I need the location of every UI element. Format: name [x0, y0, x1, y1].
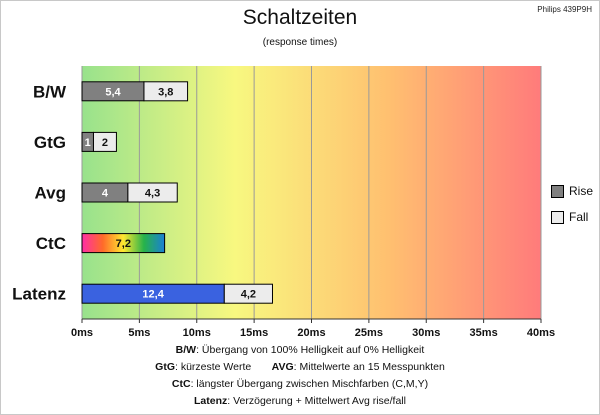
bar-b-w-fall	[143, 81, 189, 102]
note-gtg-text: : kürzeste Werte	[175, 361, 252, 373]
bar-label-b-w-rise: 5,4	[105, 86, 121, 98]
category-label-ctc: CtC	[36, 234, 66, 253]
chart-subtitle: (response times)	[262, 37, 338, 48]
bar-latenz-fall	[223, 283, 273, 304]
bar-label-avg-rise: 4	[102, 188, 109, 200]
category-label-gtg: GtG	[34, 133, 66, 152]
bar-label-gtg-fall: 2	[102, 137, 108, 149]
x-tick-label: 40ms	[527, 327, 555, 339]
bar-label-gtg-rise: 1	[85, 137, 91, 149]
legend-label-rise: Rise	[569, 184, 594, 198]
x-tick-label: 35ms	[470, 327, 498, 339]
category-label-latenz: Latenz	[12, 285, 66, 304]
note-latenz: Latenz: Verzögerung + Mittelwert Avg ris…	[0, 393, 600, 410]
x-tick-label: 25ms	[355, 327, 383, 339]
category-label-avg: Avg	[35, 184, 67, 203]
bar-label-latenz-main: 12,4	[142, 289, 164, 301]
note-ctc-text: : längster Übergang zwischen Mischfarben…	[190, 378, 429, 390]
x-tick-label: 10ms	[183, 327, 211, 339]
chart-title: Schaltzeiten	[242, 6, 358, 29]
bar-gtg-fall	[92, 131, 117, 152]
note-ctc: CtC: längster Übergang zwischen Mischfar…	[0, 376, 600, 393]
note-avg-text: : Mittelwerte an 15 Messpunkten	[293, 361, 445, 373]
monitor-model: Philips 439P9H	[537, 5, 592, 14]
legend-item-fall: Fall	[551, 204, 593, 230]
legend-item-rise: Rise	[551, 178, 593, 204]
x-tick-label: 0ms	[71, 327, 93, 339]
note-latenz-key: Latenz	[194, 395, 228, 407]
legend-swatch-fall	[551, 210, 564, 224]
note-gtg-avg: GtG: kürzeste Werte AVG: Mittelwerte an …	[0, 359, 600, 376]
x-tick-label: 30ms	[412, 327, 440, 339]
bar-avg-fall	[127, 182, 178, 203]
note-latenz-text: : Verzögerung + Mittelwert Avg rise/fall	[227, 395, 406, 407]
bar-label-avg-fall: 4,3	[145, 188, 160, 200]
chart-legend: Rise Fall	[551, 178, 593, 230]
legend-swatch-rise	[551, 184, 564, 198]
note-gtg-key: GtG	[155, 361, 175, 373]
footnotes: B/W: Übergang von 100% Helligkeit auf 0%…	[0, 342, 600, 410]
x-tick-label: 15ms	[240, 327, 268, 339]
bar-label-latenz-fall: 4,2	[241, 289, 256, 301]
note-bw: B/W: Übergang von 100% Helligkeit auf 0%…	[0, 342, 600, 359]
note-bw-key: B/W	[175, 344, 197, 356]
x-tick-label: 20ms	[297, 327, 325, 339]
bar-label-b-w-fall: 3,8	[158, 86, 173, 98]
bar-ctc-main	[81, 233, 166, 254]
category-label-b-w: B/W	[33, 82, 67, 101]
legend-label-fall: Fall	[569, 210, 589, 224]
x-tick-label: 5ms	[128, 327, 150, 339]
note-bw-text: : Übergang von 100% Helligkeit auf 0% He…	[196, 344, 425, 356]
note-avg-key: AVG	[271, 361, 294, 373]
note-ctc-key: CtC	[171, 378, 191, 390]
bar-label-ctc-main: 7,2	[116, 238, 131, 250]
